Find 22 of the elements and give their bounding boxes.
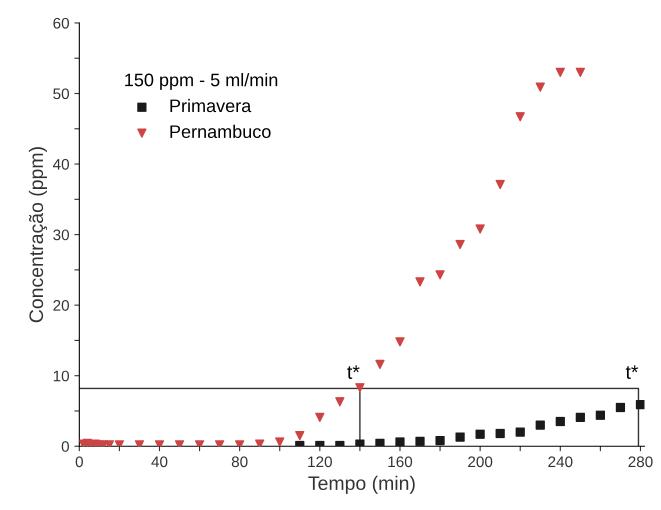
y-tick-label: 30	[53, 229, 69, 240]
x-tick-label: 160	[388, 456, 412, 468]
legend-label: Primavera	[170, 98, 252, 112]
legend-label: Pernambuco	[170, 124, 271, 138]
y-tick-label: 40	[52, 158, 69, 170]
x-tick-label: 0	[76, 456, 83, 468]
legend-title: 150 ppm - 5 ml/min	[125, 73, 278, 90]
x-tick-label: 200	[468, 456, 492, 468]
x-axis-title: Tempo (min)	[308, 476, 415, 494]
y-tick-label: 60	[53, 18, 69, 29]
annotation: t*	[347, 365, 360, 379]
x-tick-label: 40	[151, 456, 168, 468]
y-tick-label: 50	[53, 88, 69, 100]
y-tick-label: 0	[62, 441, 69, 452]
y-axis-title: Concentração (ppm)	[28, 147, 48, 322]
y-tick-label: 10	[54, 370, 69, 382]
annotation: t*	[626, 365, 638, 379]
y-tick-label: 20	[53, 300, 69, 311]
x-tick-label: 280	[628, 456, 653, 468]
x-tick-label: 80	[232, 456, 248, 468]
x-tick-label: 240	[548, 456, 572, 468]
x-tick-label: 120	[308, 456, 332, 468]
